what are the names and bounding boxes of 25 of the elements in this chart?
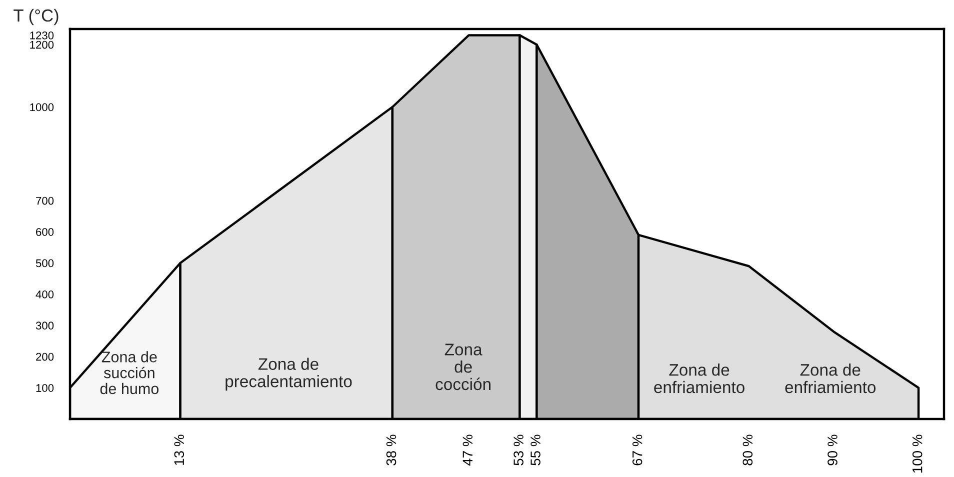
x-tick-label: 55 %	[530, 434, 540, 466]
y-tick-label: 1230	[30, 32, 54, 40]
annotation: Zona de enfriamiento	[785, 364, 876, 394]
annotation: Zona de cocción	[436, 344, 490, 390]
y-tick-label: 600	[36, 228, 54, 236]
x-tick-label: 90 %	[828, 434, 838, 466]
y-tick-label: 100	[36, 384, 54, 392]
x-tick-label: 100 %	[912, 434, 922, 473]
x-tick-label: 38 %	[386, 434, 396, 466]
annotation: Zona de precalentamiento	[226, 358, 352, 391]
y-tick-label: 1000	[30, 103, 54, 112]
x-tick-label: 13 %	[174, 434, 184, 465]
y-tick-label: 300	[36, 322, 54, 330]
y-tick-label: 700	[36, 196, 54, 205]
x-tick-label: 53 %	[514, 434, 524, 466]
annotation: Zona de succión de humo	[100, 351, 159, 394]
y-tick-label: 200	[36, 352, 54, 361]
y-tick-label: 500	[36, 259, 54, 268]
annotation: Zona de enfriamiento	[654, 364, 744, 394]
x-tick-label: 80 %	[742, 434, 753, 466]
x-tick-label: 67 %	[632, 434, 642, 466]
y-tick-label: 400	[36, 290, 54, 298]
y-axis-title: T (°C)	[14, 8, 58, 26]
x-tick-label: 47 %	[462, 434, 472, 466]
y-tick-label: 1200	[30, 40, 54, 49]
